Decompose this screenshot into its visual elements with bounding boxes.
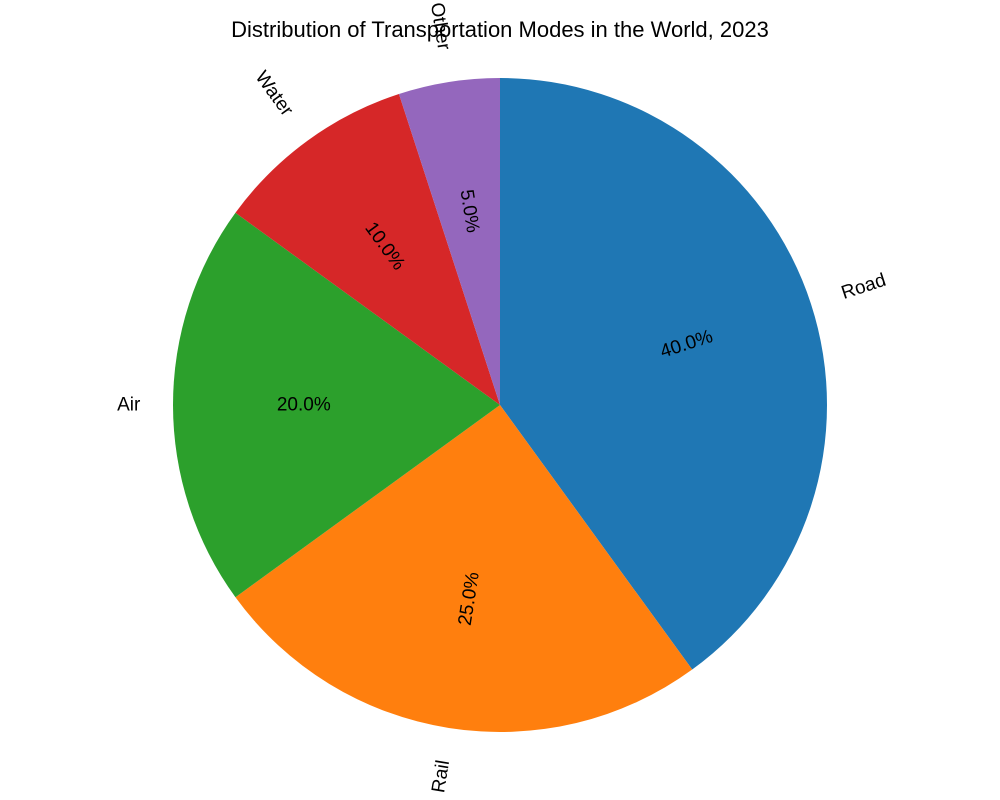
slice-label-rail: Rail [428,759,454,795]
pie-slice-other [398,78,500,405]
pie-slice-road [500,78,828,670]
pie-slice-air [173,212,500,598]
pie-slice-water [235,94,500,405]
slice-label-other: Other [426,1,454,52]
pct-label-air: 20.0% [277,395,331,416]
slices-layer [173,78,828,732]
slice-label-air: Air [117,395,141,416]
slice-label-road: Road [839,270,889,304]
slice-label-water: Water [251,67,298,120]
chart-title: Distribution of Transportation Modes in … [231,17,769,42]
pie-slice-rail [235,405,693,732]
